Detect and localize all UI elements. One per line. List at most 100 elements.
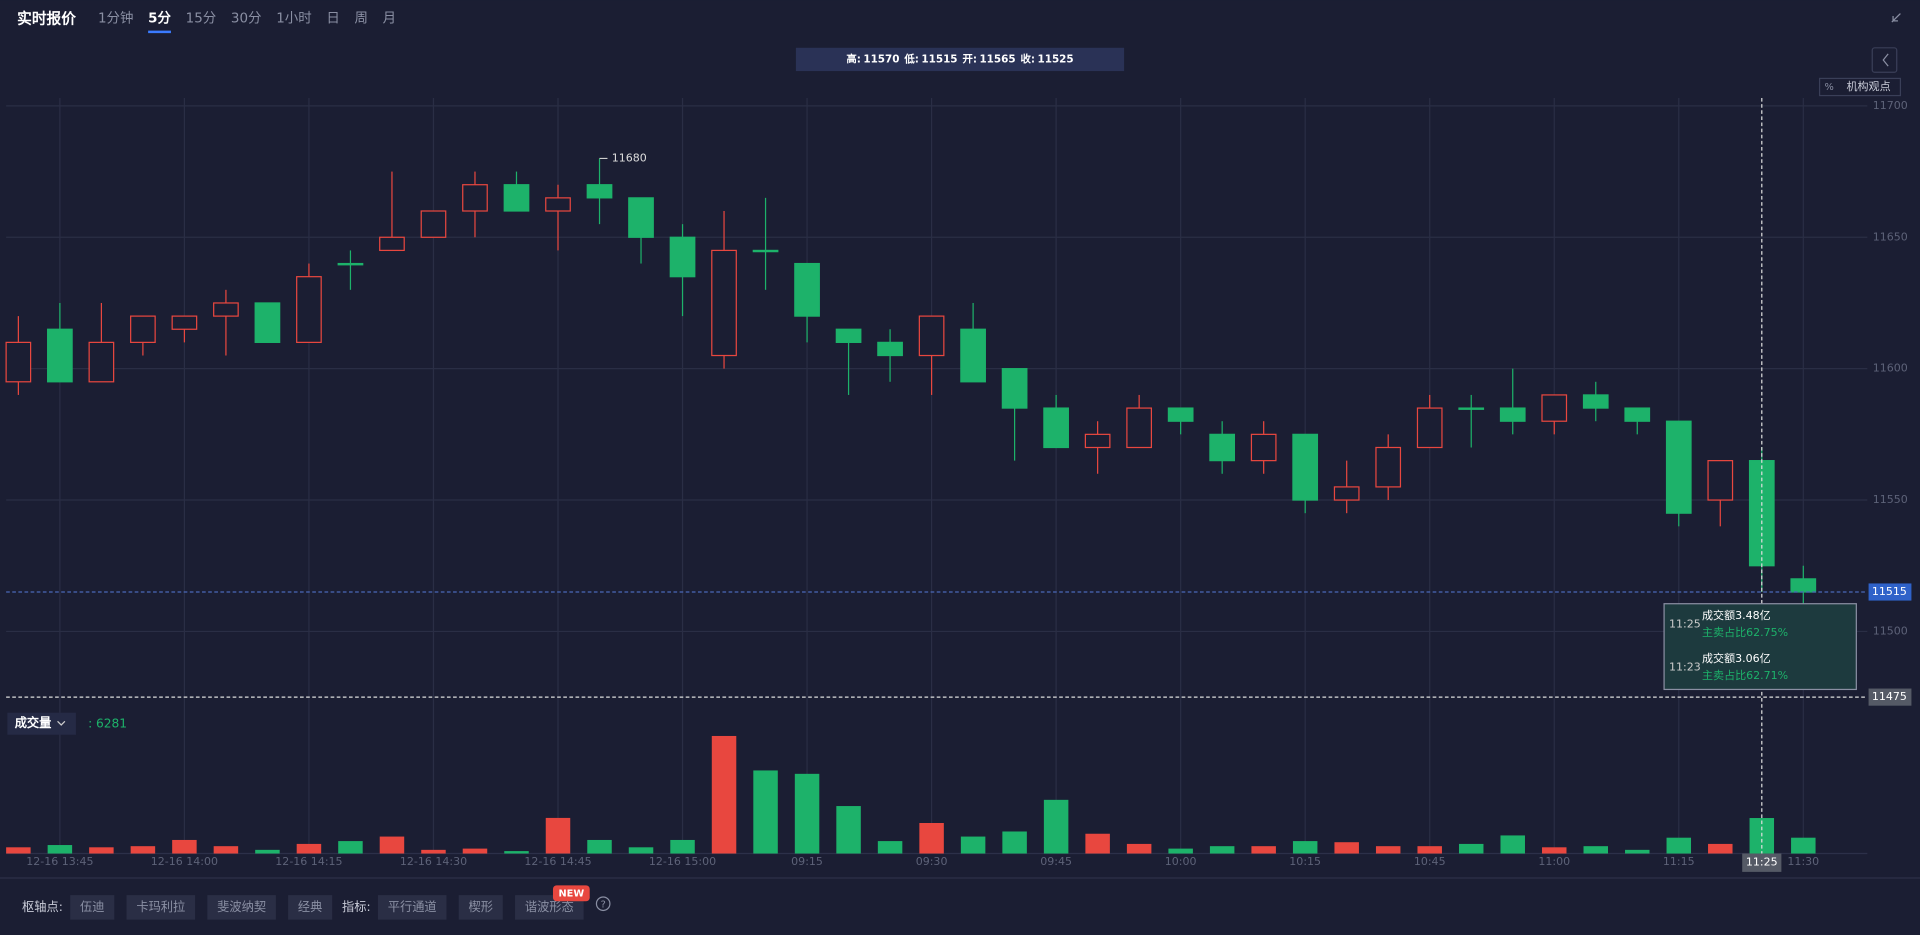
high-marker <box>599 157 608 160</box>
candle-body <box>1126 407 1152 449</box>
tooltip-time: 11:23 <box>1669 660 1701 673</box>
volume-bar <box>836 806 861 854</box>
candle-body <box>1582 394 1609 409</box>
ohlc-value: 11515 <box>921 53 957 65</box>
x-tick-label: 12-16 13:45 <box>26 855 93 868</box>
pivot-button-label: 伍迪 <box>80 900 104 914</box>
candle-body <box>835 328 862 343</box>
crosshair-price-label: 11475 <box>1872 690 1907 703</box>
y-tick-label: 11650 <box>1873 230 1908 243</box>
volume-bar <box>1458 843 1484 854</box>
y-tick-label: 11600 <box>1873 362 1908 375</box>
x-tick-label: 11:15 <box>1663 855 1695 868</box>
volume-bar <box>1085 833 1110 854</box>
volume-bar <box>670 839 695 854</box>
tooltip-amount: 成交额3.06亿 <box>1702 651 1771 665</box>
ohlc-label: 收: <box>1020 52 1035 65</box>
volume-bar <box>1708 843 1733 854</box>
indicator-button-label: 谐波形态 <box>525 900 574 914</box>
ohlc-label: 低: <box>903 52 919 65</box>
pivot-button[interactable] <box>70 895 115 920</box>
candle-body <box>171 315 198 330</box>
candle-body <box>1790 578 1817 593</box>
volume-bar <box>628 847 654 854</box>
candle-body <box>296 276 322 343</box>
volume-bar <box>794 773 820 854</box>
period-tab[interactable]: 1小时 <box>276 10 311 26</box>
period-tab[interactable]: 日 <box>326 11 339 26</box>
candle-body <box>752 249 779 253</box>
volume-bar <box>296 843 322 854</box>
candle-body <box>545 197 571 212</box>
ohlc-label: 开: <box>962 53 977 65</box>
candle-body <box>1499 407 1526 422</box>
volume-bar <box>1126 843 1152 854</box>
candle-body <box>1292 433 1319 501</box>
pivot-button[interactable] <box>207 895 276 920</box>
ohlc-text: 高: 11570 低: 11515 开: 11565 收: 11525 <box>846 52 1073 65</box>
candle-body <box>794 262 820 317</box>
candle-body <box>711 249 737 357</box>
indicator-button[interactable] <box>458 895 503 920</box>
volume-bar <box>1666 837 1692 854</box>
period-tab[interactable]: 5分 <box>148 10 171 26</box>
high-annotation: 11680 <box>612 151 647 164</box>
volume-bar <box>47 845 73 854</box>
y-tick-label: 11500 <box>1873 624 1908 637</box>
volume-bar <box>1334 842 1359 854</box>
candle-body <box>420 210 447 238</box>
period-tab[interactable]: 周 <box>354 11 367 26</box>
x-tick-label: 11:00 <box>1538 855 1570 868</box>
indicator-button-label: 平行通道 <box>388 900 437 914</box>
new-badge-label: NEW <box>559 888 585 899</box>
crosshair-time-label: 11:25 <box>1746 856 1778 869</box>
volume-selector[interactable] <box>7 712 76 735</box>
side-toggle-icon <box>1882 53 1889 67</box>
y-tick-label: 11700 <box>1873 99 1908 112</box>
views-tag-label: 机构观点 <box>1847 79 1891 93</box>
candle-body <box>130 315 156 343</box>
pivot-button-label: 经典 <box>298 900 322 914</box>
volume-bar <box>255 849 280 854</box>
volume-bar <box>462 848 488 854</box>
x-tick-label: 09:15 <box>791 855 823 868</box>
candle-body <box>1375 446 1402 488</box>
period-tab[interactable]: 15分 <box>186 10 217 26</box>
ohlc-bar <box>795 47 1125 72</box>
candle-body <box>1209 433 1236 462</box>
volume-bar <box>1625 849 1650 854</box>
volume-bar <box>1251 846 1276 854</box>
candle-body <box>1167 407 1194 422</box>
tooltip-time: 11:25 <box>1669 618 1701 631</box>
candle-body <box>918 315 945 357</box>
pivot-button[interactable] <box>126 895 196 920</box>
period-tab[interactable]: 1分钟 <box>98 9 133 26</box>
views-tag[interactable] <box>1818 77 1902 97</box>
x-tick-label: 10:15 <box>1289 855 1321 868</box>
volume-bar <box>919 823 944 854</box>
volume-separator: : <box>88 716 92 730</box>
help-icon[interactable] <box>595 896 611 912</box>
collapse-icon[interactable] <box>1891 13 1901 23</box>
last-price-box <box>1868 583 1912 601</box>
candle-body <box>960 328 986 383</box>
volume-bar <box>1375 846 1401 854</box>
volume-bar <box>338 841 363 854</box>
indicator-button[interactable] <box>377 895 447 920</box>
pivot-button[interactable] <box>288 895 333 920</box>
x-tick-label: 10:45 <box>1414 855 1446 868</box>
x-tick-label: 11:30 <box>1787 855 1819 868</box>
last-price-label: 11515 <box>1872 585 1907 598</box>
candle-body <box>1624 407 1651 422</box>
y-tick-label: 11550 <box>1873 493 1908 506</box>
percent-tag: % <box>1824 82 1833 93</box>
period-tab[interactable]: 30分 <box>231 10 262 26</box>
side-toggle[interactable] <box>1871 47 1898 73</box>
ohlc-value: 11570 <box>863 53 899 65</box>
x-tick-label: 12-16 14:30 <box>400 855 467 868</box>
period-tab[interactable]: 月 <box>383 11 396 26</box>
candle-body <box>1665 420 1692 514</box>
